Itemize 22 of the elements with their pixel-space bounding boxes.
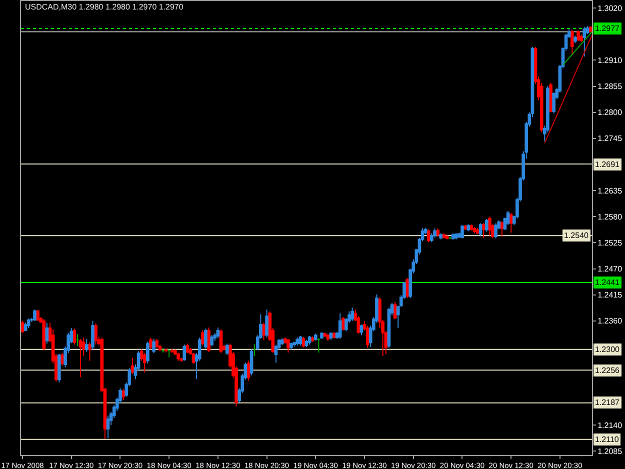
y-tick-label: 1.2415 <box>598 290 623 300</box>
ref-line-label: 1.2441 <box>595 278 620 287</box>
ref-line-label: 1.2977 <box>595 24 620 33</box>
chart-title: USDCAD,M30 1.2980 1.2980 1.2970 1.2970 <box>25 2 184 12</box>
y-tick-label: 1.2580 <box>598 212 623 222</box>
ref-line-label: 1.2110 <box>595 435 620 444</box>
y-tick-label: 1.2910 <box>598 56 623 66</box>
y-tick-label: 1.2360 <box>598 316 623 326</box>
y-tick-label: 1.2525 <box>598 238 623 248</box>
y-tick-label: 1.2085 <box>598 447 623 456</box>
y-tick-label: 1.3020 <box>598 4 623 13</box>
y-tick-label: 1.2800 <box>598 108 623 118</box>
y-tick-label: 1.2140 <box>598 420 623 430</box>
ref-line-label: 1.2187 <box>595 398 620 407</box>
y-tick-label: 1.2745 <box>598 134 623 144</box>
ref-line-label: 1.2256 <box>595 366 620 375</box>
ref-line-label: 1.2540 <box>564 231 590 240</box>
y-tick-label: 1.2470 <box>598 264 623 274</box>
ref-line-label: 1.2691 <box>595 160 620 169</box>
y-tick-label: 1.2635 <box>598 186 623 196</box>
ref-line-label: 1.2300 <box>595 345 620 354</box>
y-tick-label: 1.2855 <box>598 82 623 92</box>
